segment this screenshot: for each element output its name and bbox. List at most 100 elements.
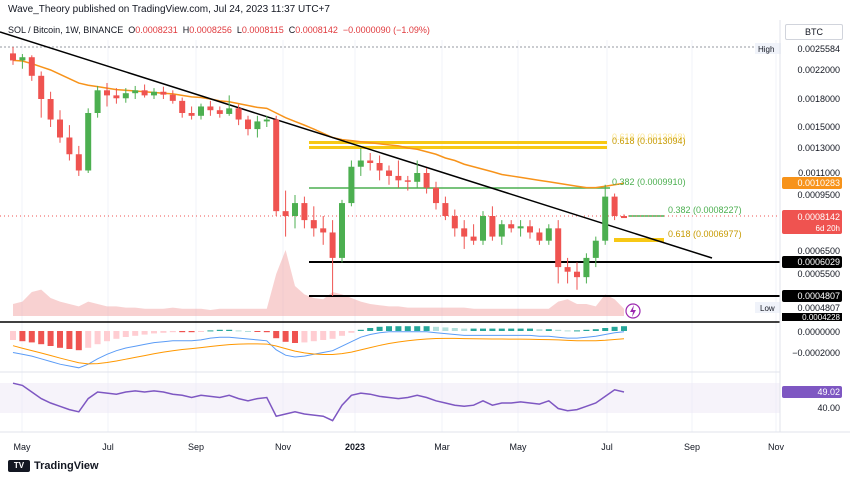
high-value: 0.0008256 xyxy=(189,25,232,35)
ema-tag-value: 0.0010283 xyxy=(797,178,840,188)
low-value: 0.0008115 xyxy=(241,25,284,35)
macd-hist-bar xyxy=(621,326,627,331)
candle-body xyxy=(245,119,251,130)
macd-tick: 0.0000000 xyxy=(797,327,840,337)
macd-cut-value: 0.0004228 xyxy=(802,313,840,322)
candle-body xyxy=(66,137,73,155)
x-axis[interactable]: May Jul Sep Nov 2023 Mar May Jul Sep Nov xyxy=(13,442,784,452)
price-tick: 0.0013000 xyxy=(797,143,840,153)
macd-hist-bar xyxy=(433,326,439,331)
ohlc-legend: SOL / Bitcoin, 1W, BINANCE O0.0008231 H0… xyxy=(8,25,430,35)
x-tick: Jul xyxy=(102,442,114,452)
close-label: C xyxy=(288,25,296,35)
candle-body xyxy=(28,57,35,76)
macd-tick: −0.0002000 xyxy=(792,348,840,358)
support2-tag: 0.0004807 xyxy=(782,290,842,302)
high-tag: High 0.0025584 xyxy=(755,43,840,54)
candle-body xyxy=(292,203,298,216)
candle-body xyxy=(226,108,233,114)
support1-value: 0.0006029 xyxy=(797,257,840,267)
macd-hist-bar xyxy=(536,329,543,331)
low-tag-label: Low xyxy=(760,304,775,313)
low-tag: Low 0.0004807 xyxy=(755,302,840,313)
macd-cut-tag: 0.0004228 xyxy=(782,313,842,322)
candle-body xyxy=(592,240,599,258)
fib-labels: 0.618 (0.0013948) 0.618 (0.0013094) 0.38… xyxy=(612,132,742,239)
macd-hist-bar xyxy=(38,331,45,345)
price-tick: 0.0005500 xyxy=(797,269,840,279)
candle-body xyxy=(57,119,63,138)
price-tick: 0.0011000 xyxy=(798,168,840,178)
candle-body xyxy=(19,57,26,61)
macd-hist-bar xyxy=(461,328,468,331)
symbol-label[interactable]: SOL / Bitcoin, 1W, BINANCE xyxy=(8,25,124,35)
change-value: −0.0000090 (−1.09%) xyxy=(342,25,430,35)
fib-label-382-mid: 0.382 (0.0009910) xyxy=(612,177,686,187)
signal-line xyxy=(12,337,625,365)
rsi-tick: 40.00 xyxy=(817,403,840,413)
horizontal-levels xyxy=(0,46,780,297)
macd-hist-bar xyxy=(122,331,129,337)
candle-body xyxy=(207,106,214,111)
candle-body xyxy=(329,232,336,258)
x-tick: Sep xyxy=(684,442,700,452)
candle-body xyxy=(395,175,402,181)
macd-hist-bar xyxy=(141,331,148,335)
macd-hist-bar xyxy=(376,326,383,331)
rsi-tag-value: 49.02 xyxy=(817,387,840,397)
last-price-tag: 0.0008142 6d 20h xyxy=(782,210,842,234)
lightning-icon[interactable] xyxy=(625,303,641,319)
macd-hist-bar xyxy=(470,328,477,331)
candles xyxy=(10,47,627,296)
candle-body xyxy=(282,211,289,216)
x-tick: Nov xyxy=(275,442,292,452)
macd-hist-bar xyxy=(292,331,298,343)
candle-body xyxy=(160,91,167,95)
macd-hist-bar xyxy=(414,326,421,331)
candle-body xyxy=(273,119,280,212)
macd-hist-bar xyxy=(85,331,92,348)
candle-body xyxy=(433,187,439,204)
rsi-line xyxy=(12,382,625,422)
macd-hist-bar xyxy=(357,329,364,331)
candle-body xyxy=(263,119,270,122)
macd-hist-bar xyxy=(235,330,242,332)
macd-hist-bar xyxy=(207,330,214,332)
macd-hist-bar xyxy=(555,329,562,331)
price-scale[interactable]: 0.0022000 0.0018000 0.0015000 0.0013000 … xyxy=(792,65,840,413)
macd-hist-bar xyxy=(611,326,618,331)
candle-body xyxy=(555,228,562,268)
price-tick: 0.0022000 xyxy=(797,65,840,75)
ema-line xyxy=(12,59,625,189)
candle-body xyxy=(480,216,486,241)
candle-body xyxy=(235,108,242,120)
candle-body xyxy=(85,113,92,171)
macd-hist-bar xyxy=(10,331,16,340)
macd-hist-bar xyxy=(545,329,552,331)
macd-hist-bar xyxy=(310,331,317,342)
price-tick: 0.0009500 xyxy=(797,190,840,200)
grid xyxy=(21,40,777,432)
candle-body xyxy=(132,90,139,94)
candle-body xyxy=(188,113,195,116)
macd-hist-bar xyxy=(216,329,223,331)
price-tick: 0.0006500 xyxy=(797,246,840,256)
candle-body xyxy=(564,267,571,272)
candle-body xyxy=(357,160,364,167)
macd-hist-bar xyxy=(57,331,63,348)
macd-hist-bar xyxy=(47,331,54,346)
close-value: 0.0008142 xyxy=(295,25,338,35)
candle-body xyxy=(75,154,82,171)
currency-selector[interactable]: BTC xyxy=(785,24,843,40)
macd-hist-bar xyxy=(273,331,280,339)
price-tick: 0.0015000 xyxy=(797,122,840,132)
price-tick: 0.0018000 xyxy=(797,94,840,104)
macd-hist-bar xyxy=(592,329,599,331)
candle-body xyxy=(404,180,411,182)
fib-label-618-right: 0.618 (0.0006977) xyxy=(668,229,742,239)
support2-value: 0.0004807 xyxy=(797,291,840,301)
macd-hist-bar xyxy=(19,331,26,342)
candle-body xyxy=(113,95,120,99)
candle-body xyxy=(10,53,16,61)
